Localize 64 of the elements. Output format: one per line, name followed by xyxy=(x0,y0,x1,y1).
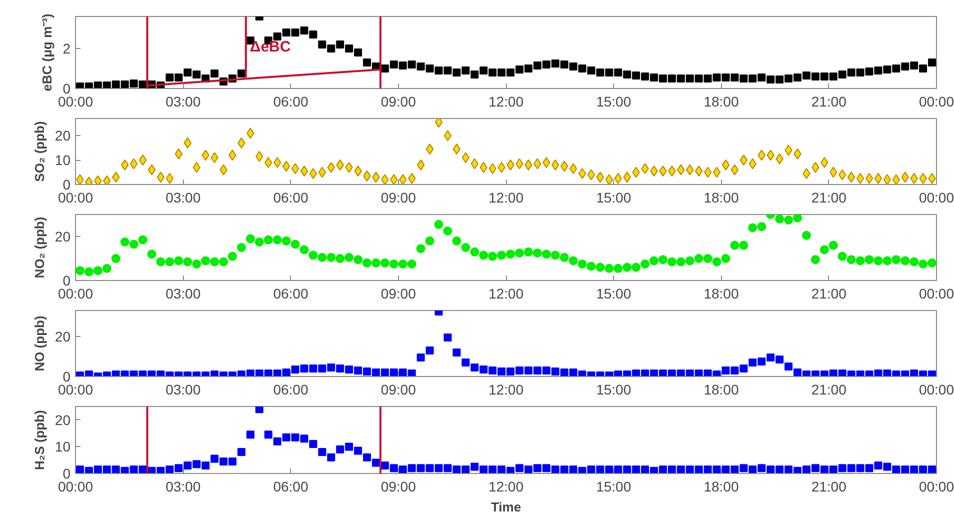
y-tick-label: 0 xyxy=(62,272,71,288)
y-tick-label: 0 xyxy=(62,368,71,384)
y-tick-label: 20 xyxy=(54,328,71,344)
x-tick-label: 12:00 xyxy=(488,94,524,110)
x-tick-label: 21:00 xyxy=(811,382,847,398)
x-tick-label: 09:00 xyxy=(380,382,416,398)
x-tick-label: 00:00 xyxy=(58,382,94,398)
x-tick-label: 21:00 xyxy=(811,286,847,302)
x-tick-label: 06:00 xyxy=(273,478,308,494)
x-tick-label: 00:00 xyxy=(58,478,94,494)
x-tick-label: 00:00 xyxy=(918,190,954,206)
y-tick-label: 0 xyxy=(62,80,71,96)
y-axis-title: SO₂ (ppb) xyxy=(32,121,47,182)
x-tick-label: 06:00 xyxy=(273,94,308,110)
x-tick-label: 18:00 xyxy=(704,478,739,494)
x-tick-label: 21:00 xyxy=(811,478,847,494)
x-tick-label: 09:00 xyxy=(380,190,416,206)
y-tick-label: 2 xyxy=(62,40,71,56)
x-tick-label: 09:00 xyxy=(380,286,416,302)
x-tick-label: 00:00 xyxy=(918,286,954,302)
x-tick-label: 12:00 xyxy=(488,478,524,494)
y-tick-label: 0 xyxy=(62,176,71,192)
x-tick-label: 21:00 xyxy=(811,94,847,110)
x-tick-label: 03:00 xyxy=(166,286,201,302)
x-tick-label: 12:00 xyxy=(488,286,524,302)
x-tick-label: 09:00 xyxy=(380,478,416,494)
x-tick-label: 00:00 xyxy=(58,190,94,206)
y-axis-title: H₂S (ppb) xyxy=(32,410,47,470)
x-tick-label: 18:00 xyxy=(704,382,739,398)
x-tick-label: 06:00 xyxy=(273,286,308,302)
x-tick-label: 00:00 xyxy=(918,94,954,110)
x-tick-label: 15:00 xyxy=(596,478,632,494)
x-tick-label: 12:00 xyxy=(488,190,524,206)
x-tick-label: 06:00 xyxy=(273,190,308,206)
x-tick-label: 00:00 xyxy=(918,382,954,398)
x-tick-label: 03:00 xyxy=(166,190,201,206)
x-tick-label: 15:00 xyxy=(596,286,632,302)
x-tick-label: 15:00 xyxy=(596,382,632,398)
y-axis-title: NO₂ (ppb) xyxy=(32,216,47,278)
y-tick-label: 0 xyxy=(62,466,71,482)
x-tick-label: 03:00 xyxy=(166,382,201,398)
x-tick-label: 06:00 xyxy=(273,382,308,398)
x-tick-label: 00:00 xyxy=(918,478,954,494)
x-tick-label: 18:00 xyxy=(704,190,739,206)
x-tick-label: 18:00 xyxy=(704,94,739,110)
y-tick-label: 20 xyxy=(54,412,71,428)
x-tick-label: 03:00 xyxy=(166,94,201,110)
x-tick-label: 21:00 xyxy=(811,190,847,206)
y-tick-label: 10 xyxy=(54,438,71,455)
x-tick-label: 15:00 xyxy=(596,190,632,206)
x-axis-title: Time xyxy=(490,500,522,514)
y-tick-label: 10 xyxy=(54,152,71,168)
x-tick-label: 18:00 xyxy=(704,286,739,302)
x-tick-label: 03:00 xyxy=(166,478,201,494)
y-axis-title: NO (ppb) xyxy=(32,316,47,372)
y-tick-label: 20 xyxy=(54,228,71,244)
x-tick-label: 15:00 xyxy=(596,94,632,110)
x-tick-label: 00:00 xyxy=(58,94,94,110)
annotation: ΔeBC xyxy=(250,38,291,56)
y-axis-title: eBC (μg m⁻³) xyxy=(40,14,55,92)
x-tick-label: 09:00 xyxy=(380,94,416,110)
x-tick-label: 12:00 xyxy=(488,382,524,398)
y-tick-label: 20 xyxy=(54,128,71,144)
x-tick-label: 00:00 xyxy=(58,286,94,302)
